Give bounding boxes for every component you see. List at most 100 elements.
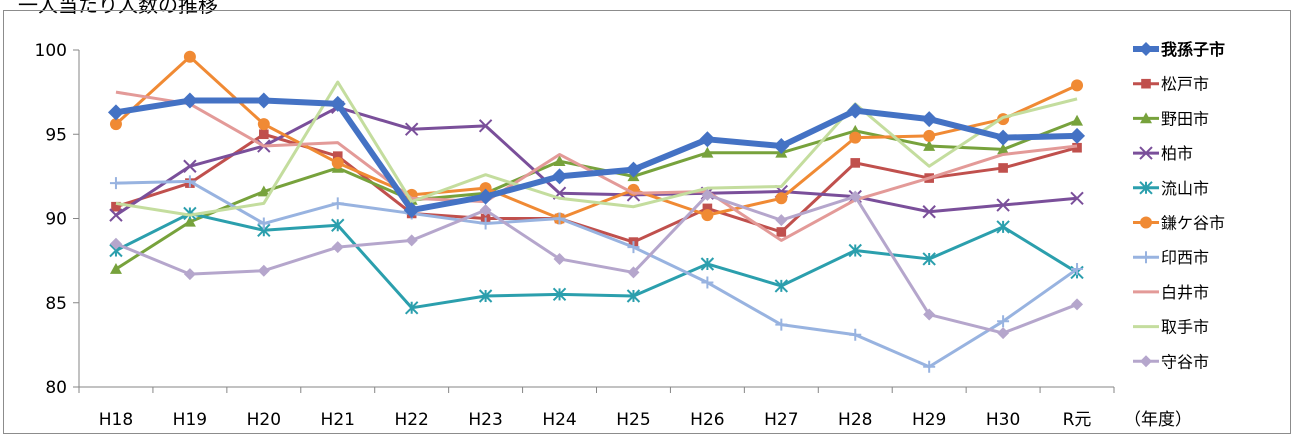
data-point bbox=[478, 119, 493, 133]
data-point bbox=[922, 205, 936, 219]
data-point bbox=[553, 252, 566, 265]
data-point bbox=[479, 204, 492, 217]
legend-marker bbox=[1140, 251, 1152, 264]
series-line bbox=[115, 80, 1078, 217]
data-point bbox=[627, 241, 640, 254]
data-point bbox=[923, 360, 936, 373]
y-tick-label: 85 bbox=[45, 294, 67, 314]
data-point bbox=[773, 138, 790, 155]
x-tick-label: R元 bbox=[1063, 410, 1092, 430]
legend-item: 我孫子市 bbox=[1133, 40, 1225, 59]
data-point bbox=[923, 308, 936, 321]
chart-title: 一人当たり人数の推移 bbox=[18, 0, 218, 17]
x-tick-label: H20 bbox=[247, 410, 281, 430]
legend-item: 松戸市 bbox=[1133, 75, 1209, 94]
legend-label: 我孫子市 bbox=[1161, 40, 1225, 59]
data-point bbox=[998, 163, 1008, 173]
data-point bbox=[183, 50, 196, 63]
legend-label: 松戸市 bbox=[1161, 75, 1209, 94]
series-line bbox=[115, 97, 1078, 214]
data-point bbox=[255, 92, 272, 109]
legend-marker bbox=[1139, 42, 1153, 56]
series-layer bbox=[107, 50, 1086, 373]
data-point bbox=[183, 215, 196, 227]
series-4 bbox=[109, 206, 1084, 315]
x-tick-label: H23 bbox=[468, 410, 502, 430]
series-6 bbox=[109, 175, 1084, 373]
data-point bbox=[775, 214, 788, 227]
data-point bbox=[776, 227, 787, 237]
legend-label: 鎌ケ谷市 bbox=[1161, 214, 1225, 233]
legend-label: 白井市 bbox=[1161, 283, 1209, 302]
data-point bbox=[997, 327, 1010, 340]
data-point bbox=[699, 131, 716, 148]
data-point bbox=[331, 218, 345, 232]
data-point bbox=[329, 95, 346, 112]
data-point bbox=[109, 208, 123, 222]
data-point bbox=[259, 129, 269, 140]
data-point bbox=[183, 159, 197, 173]
data-point bbox=[331, 241, 344, 254]
y-tick-label: 100 bbox=[35, 41, 67, 61]
legend-label: 柏市 bbox=[1161, 144, 1193, 163]
data-point bbox=[921, 111, 938, 128]
axes: 80 85 90 95 100 H18 H19 H20 H21 H22 H23 H24 H25 H26 H2… bbox=[35, 41, 1192, 430]
legend-item: 野田市 bbox=[1133, 109, 1209, 128]
legend-marker bbox=[1139, 181, 1153, 195]
data-point bbox=[701, 188, 714, 201]
legend-marker bbox=[1140, 112, 1152, 124]
series-9 bbox=[109, 188, 1084, 340]
y-tick-label: 80 bbox=[45, 378, 67, 398]
x-tick-label: H30 bbox=[986, 410, 1020, 430]
series-line bbox=[115, 105, 1078, 217]
legend-item: 柏市 bbox=[1133, 144, 1193, 163]
data-point bbox=[702, 203, 713, 214]
series-0 bbox=[107, 92, 1086, 219]
data-point bbox=[922, 252, 936, 266]
x-tick-label: H27 bbox=[764, 410, 798, 430]
x-tick-label: H25 bbox=[616, 410, 650, 430]
data-point bbox=[183, 206, 197, 221]
data-point bbox=[1069, 127, 1086, 144]
data-point bbox=[1071, 114, 1084, 126]
data-point bbox=[404, 122, 419, 136]
data-point bbox=[405, 234, 418, 247]
data-point bbox=[109, 263, 122, 274]
data-point bbox=[995, 129, 1012, 146]
legend-label: 守谷市 bbox=[1161, 352, 1209, 371]
data-point bbox=[183, 268, 196, 281]
legend-item: 流山市 bbox=[1133, 179, 1209, 198]
data-point bbox=[553, 212, 566, 225]
x-tick-label: H29 bbox=[912, 410, 946, 430]
x-tick-label: H19 bbox=[173, 410, 207, 430]
data-point bbox=[403, 202, 420, 219]
data-point bbox=[700, 257, 715, 271]
data-point bbox=[701, 276, 714, 289]
y-tick-label: 95 bbox=[45, 125, 67, 145]
legend-marker bbox=[1140, 216, 1152, 229]
data-point bbox=[404, 301, 419, 315]
data-point bbox=[183, 175, 196, 188]
series-line bbox=[115, 179, 1078, 369]
series-line bbox=[114, 55, 1078, 220]
data-point bbox=[627, 266, 640, 279]
data-point bbox=[552, 287, 567, 302]
x-tick-label: H24 bbox=[542, 410, 576, 430]
series-line bbox=[115, 211, 1078, 310]
legend-item: 印西市 bbox=[1133, 248, 1209, 267]
x-axis-label: （年度） bbox=[1124, 410, 1192, 430]
legend-label: 野田市 bbox=[1161, 109, 1209, 128]
x-tick-label: H21 bbox=[321, 410, 355, 430]
data-point bbox=[996, 198, 1010, 212]
legend-label: 取手市 bbox=[1161, 318, 1209, 337]
data-point bbox=[109, 177, 122, 190]
data-point bbox=[625, 161, 642, 178]
data-point bbox=[479, 217, 492, 230]
legend-marker bbox=[1141, 78, 1151, 89]
legend-item: 白井市 bbox=[1133, 283, 1209, 302]
data-point bbox=[331, 197, 344, 210]
legend-item: 取手市 bbox=[1133, 318, 1209, 337]
data-point bbox=[997, 315, 1010, 328]
legend-marker bbox=[1139, 146, 1153, 160]
